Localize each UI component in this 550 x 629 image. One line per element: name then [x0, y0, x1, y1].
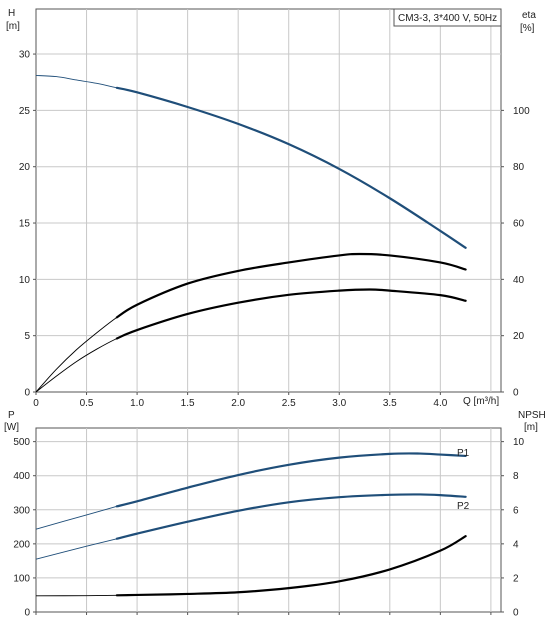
left-tick-label: 500 — [13, 437, 30, 448]
left-tick-label: 10 — [19, 275, 31, 286]
power-npsh-panel: 0 100 200 300 400 500 0 2 4 6 8 10 P [W] NPSH [m] P… — [4, 410, 546, 619]
left-tick-label: 200 — [13, 539, 30, 550]
x-tick-label: 0.5 — [80, 398, 94, 409]
head-curve — [115, 86, 467, 249]
x-tick-label: 2.0 — [231, 398, 245, 409]
right-axis-label-bottom: NPSH — [518, 410, 546, 421]
x-axis-label: Q [m³/h] — [463, 396, 499, 407]
left-axis-label-bottom: P — [8, 410, 15, 421]
p2-power-curve — [115, 493, 467, 540]
right-tick-label: 100 — [513, 106, 530, 117]
efficiency-curve-upper — [115, 252, 467, 319]
chart-title: CM3-3, 3*400 V, 50Hz — [398, 13, 497, 24]
x-tick-label: 4.0 — [433, 398, 447, 409]
left-tick-label: 20 — [19, 162, 31, 173]
x-tick-label: 3.0 — [332, 398, 346, 409]
efficiency-curve-upper-thin — [35, 253, 466, 393]
series-label-p1: P1 — [457, 448, 470, 459]
right-tick-label: 20 — [513, 331, 525, 342]
left-axis-unit-bottom: [W] — [4, 422, 19, 433]
p2-power-curve-thin — [35, 493, 466, 560]
x-tick-label: 1.5 — [181, 398, 195, 409]
x-tick-label: 3.5 — [383, 398, 397, 409]
efficiency-curve-lower — [115, 288, 467, 340]
right-tick-label: 6 — [513, 505, 519, 516]
left-tick-label: 5 — [24, 331, 30, 342]
series-label-p2: P2 — [457, 501, 470, 512]
left-axis-unit-top: [m] — [6, 21, 20, 32]
chart-title-box — [393, 8, 502, 27]
left-tick-label: 15 — [19, 219, 31, 230]
left-axis-label-top: H — [8, 8, 15, 19]
left-tick-label: 30 — [19, 50, 31, 61]
right-tick-label: 8 — [513, 471, 519, 482]
left-tick-label: 300 — [13, 505, 30, 516]
top-plot-frame — [35, 8, 502, 393]
right-axis-label-top: eta — [522, 10, 536, 21]
right-tick-label: 0 — [513, 608, 519, 619]
left-tick-label: 400 — [13, 471, 30, 482]
right-tick-label: 40 — [513, 275, 525, 286]
left-tick-label: 0 — [24, 608, 30, 619]
head-curve-thin — [35, 75, 466, 249]
left-tick-label: 0 — [24, 388, 30, 399]
bottom-plot-frame — [35, 427, 502, 613]
top-ticks: 0 5 10 15 20 25 30 0 20 40 60 80 100 0 0.5 1.0 1.5 2.0 2.5… — [19, 50, 530, 409]
right-tick-label: 10 — [513, 437, 525, 448]
right-tick-label: 60 — [513, 219, 525, 230]
bottom-ticks: 0 100 200 300 400 500 0 2 4 6 8 10 — [13, 437, 524, 618]
x-tick-label: 0 — [33, 398, 39, 409]
right-tick-label: 80 — [513, 162, 525, 173]
efficiency-curve-lower-thin — [35, 289, 466, 393]
left-tick-label: 100 — [13, 573, 30, 584]
left-tick-label: 25 — [19, 106, 31, 117]
npsh-curve — [115, 535, 467, 597]
x-tick-label: 1.0 — [130, 398, 144, 409]
right-tick-label: 2 — [513, 573, 519, 584]
p1-power-curve — [115, 452, 467, 508]
bottom-grid — [36, 428, 501, 612]
right-tick-label: 0 — [513, 388, 519, 399]
x-tick-label: 2.5 — [282, 398, 296, 409]
right-axis-unit-bottom: [m] — [524, 422, 538, 433]
bottom-series — [35, 452, 467, 597]
right-axis-unit-top: [%] — [520, 23, 535, 34]
right-tick-label: 4 — [513, 539, 519, 550]
top-series — [35, 75, 467, 393]
head-efficiency-panel: 0 5 10 15 20 25 30 0 20 40 60 80 100 0 0.5 1.0 1.5 2.0 2.5… — [6, 8, 536, 409]
top-grid — [36, 9, 501, 392]
p1-power-curve-thin — [35, 452, 466, 530]
